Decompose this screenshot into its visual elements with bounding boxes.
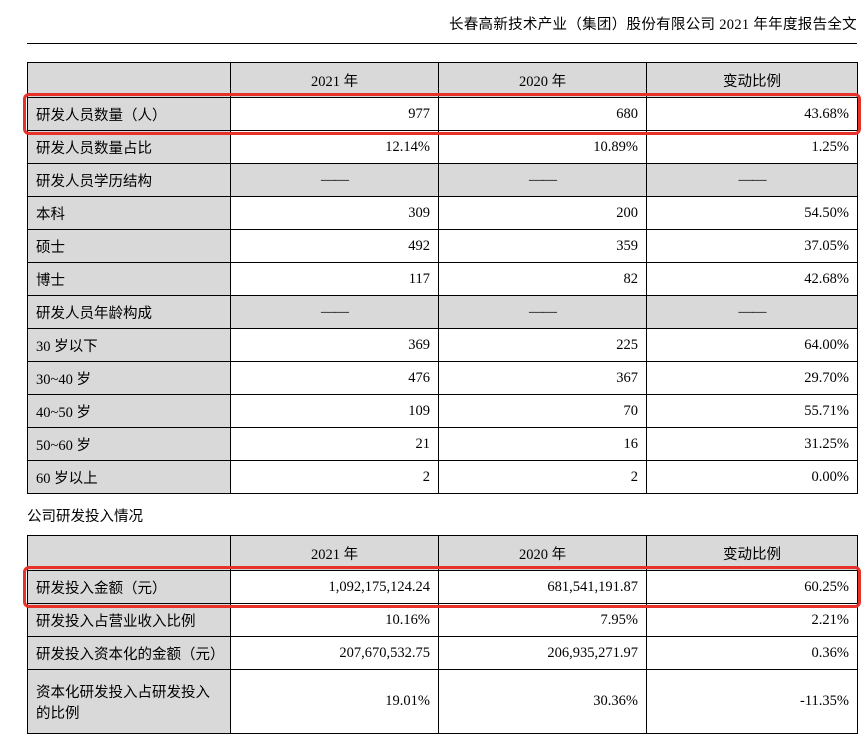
- value-2020-cell: 367: [438, 361, 647, 395]
- change-cell: ——: [646, 295, 858, 329]
- rd-investment-table-wrap: 2021 年 2020 年 变动比例 研发投入金额（元） 1,092,175,1…: [23, 535, 861, 734]
- row-label-cell: 40~50 岁: [27, 394, 231, 428]
- row-label-cell: 研发投入资本化的金额（元）: [27, 636, 231, 670]
- value-2021-cell: ——: [230, 163, 439, 197]
- table-row: 30 岁以下 369 225 64.00%: [27, 328, 858, 362]
- row-label-cell: 研发人员学历结构: [27, 163, 231, 197]
- change-cell: -11.35%: [646, 669, 858, 734]
- table-row: 研发投入占营业收入比例 10.16% 7.95% 2.21%: [27, 603, 858, 637]
- row-label-cell: 本科: [27, 196, 231, 230]
- change-cell: 1.25%: [646, 130, 858, 164]
- row-label-cell: 研发人员年龄构成: [27, 295, 231, 329]
- change-cell: 0.00%: [646, 460, 858, 494]
- empty-header-cell: [27, 535, 231, 571]
- value-2020-cell: 70: [438, 394, 647, 428]
- change-cell: 0.36%: [646, 636, 858, 670]
- col-header-2021: 2021 年: [230, 62, 439, 98]
- change-cell: 2.21%: [646, 603, 858, 637]
- change-cell: 64.00%: [646, 328, 858, 362]
- empty-header-cell: [27, 62, 231, 98]
- table-section-row: 研发人员学历结构 —— —— ——: [27, 163, 858, 197]
- value-2021-cell: 492: [230, 229, 439, 263]
- table-row: 硕士 492 359 37.05%: [27, 229, 858, 263]
- row-label-cell: 研发人员数量占比: [27, 130, 231, 164]
- rd-investment-table: 2021 年 2020 年 变动比例 研发投入金额（元） 1,092,175,1…: [27, 535, 858, 734]
- row-label-cell: 硕士: [27, 229, 231, 263]
- row-label-cell: 研发人员数量（人）: [27, 97, 231, 131]
- row-label-cell: 研发投入占营业收入比例: [27, 603, 231, 637]
- row-label-cell: 研发投入金额（元）: [27, 570, 231, 604]
- value-2020-cell: 7.95%: [438, 603, 647, 637]
- value-2021-cell: ——: [230, 295, 439, 329]
- row-label-cell: 资本化研发投入占研发投入的比例: [27, 669, 231, 734]
- rd-personnel-table-wrap: 2021 年 2020 年 变动比例 研发人员数量（人） 977 680 43.…: [23, 62, 861, 494]
- table-row: 50~60 岁 21 16 31.25%: [27, 427, 858, 461]
- row-label-cell: 30 岁以下: [27, 328, 231, 362]
- change-cell: ——: [646, 163, 858, 197]
- table-header-row: 2021 年 2020 年 变动比例: [27, 62, 858, 98]
- value-2020-cell: 16: [438, 427, 647, 461]
- change-cell: 60.25%: [646, 570, 858, 604]
- value-2021-cell: 12.14%: [230, 130, 439, 164]
- value-2021-cell: 19.01%: [230, 669, 439, 734]
- change-cell: 37.05%: [646, 229, 858, 263]
- value-2021-cell: 977: [230, 97, 439, 131]
- section-title: 公司研发投入情况: [27, 509, 143, 525]
- value-2020-cell: 2: [438, 460, 647, 494]
- value-2021-cell: 476: [230, 361, 439, 395]
- value-2020-cell: 225: [438, 328, 647, 362]
- value-2020-cell: 359: [438, 229, 647, 263]
- col-header-change: 变动比例: [646, 535, 858, 571]
- change-cell: 54.50%: [646, 196, 858, 230]
- value-2020-cell: ——: [438, 163, 647, 197]
- value-2021-cell: 309: [230, 196, 439, 230]
- change-cell: 43.68%: [646, 97, 858, 131]
- table-row: 博士 117 82 42.68%: [27, 262, 858, 296]
- table-row: 研发投入资本化的金额（元） 207,670,532.75 206,935,271…: [27, 636, 858, 670]
- value-2020-cell: 30.36%: [438, 669, 647, 734]
- row-label-cell: 50~60 岁: [27, 427, 231, 461]
- change-cell: 29.70%: [646, 361, 858, 395]
- table-row: 本科 309 200 54.50%: [27, 196, 858, 230]
- value-2021-cell: 2: [230, 460, 439, 494]
- document-header: 长春高新技术产业（集团）股份有限公司 2021 年年度报告全文: [27, 0, 857, 44]
- value-2021-cell: 117: [230, 262, 439, 296]
- value-2020-cell: 680: [438, 97, 647, 131]
- table-row: 研发人员数量（人） 977 680 43.68%: [27, 97, 858, 131]
- value-2020-cell: 10.89%: [438, 130, 647, 164]
- table-row: 资本化研发投入占研发投入的比例 19.01% 30.36% -11.35%: [27, 669, 858, 734]
- change-cell: 42.68%: [646, 262, 858, 296]
- table-row: 研发人员数量占比 12.14% 10.89% 1.25%: [27, 130, 858, 164]
- value-2020-cell: ——: [438, 295, 647, 329]
- value-2021-cell: 10.16%: [230, 603, 439, 637]
- value-2020-cell: 206,935,271.97: [438, 636, 647, 670]
- row-label-cell: 博士: [27, 262, 231, 296]
- value-2020-cell: 82: [438, 262, 647, 296]
- col-header-2020: 2020 年: [438, 535, 647, 571]
- rd-personnel-table: 2021 年 2020 年 变动比例 研发人员数量（人） 977 680 43.…: [27, 62, 858, 494]
- table-row: 研发投入金额（元） 1,092,175,124.24 681,541,191.8…: [27, 570, 858, 604]
- table-header-row: 2021 年 2020 年 变动比例: [27, 535, 858, 571]
- table-row: 40~50 岁 109 70 55.71%: [27, 394, 858, 428]
- table-row: 30~40 岁 476 367 29.70%: [27, 361, 858, 395]
- table-row: 60 岁以上 2 2 0.00%: [27, 460, 858, 494]
- change-cell: 55.71%: [646, 394, 858, 428]
- col-header-2021: 2021 年: [230, 535, 439, 571]
- value-2021-cell: 1,092,175,124.24: [230, 570, 439, 604]
- value-2021-cell: 369: [230, 328, 439, 362]
- value-2020-cell: 200: [438, 196, 647, 230]
- value-2021-cell: 21: [230, 427, 439, 461]
- value-2020-cell: 681,541,191.87: [438, 570, 647, 604]
- row-label-cell: 30~40 岁: [27, 361, 231, 395]
- value-2021-cell: 109: [230, 394, 439, 428]
- row-label-cell: 60 岁以上: [27, 460, 231, 494]
- change-cell: 31.25%: [646, 427, 858, 461]
- col-header-2020: 2020 年: [438, 62, 647, 98]
- col-header-change: 变动比例: [646, 62, 858, 98]
- report-page: 长春高新技术产业（集团）股份有限公司 2021 年年度报告全文 2021 年 2…: [23, 0, 861, 734]
- table-section-row: 研发人员年龄构成 —— —— ——: [27, 295, 858, 329]
- value-2021-cell: 207,670,532.75: [230, 636, 439, 670]
